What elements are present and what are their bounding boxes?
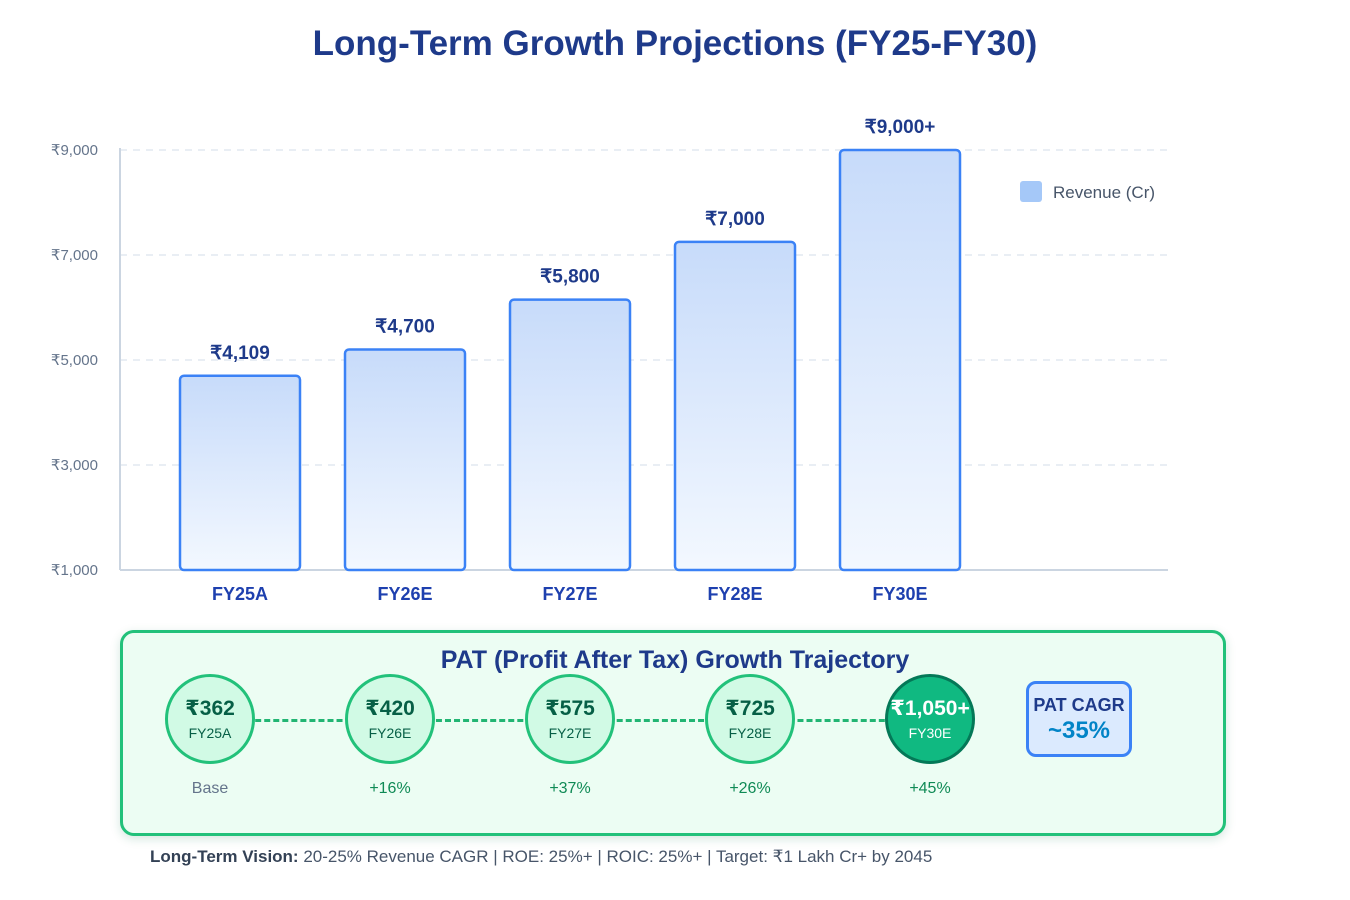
y-tick-label: ₹3,000 [51,457,98,474]
pat-growth-label: +26% [729,780,771,797]
pat-growth-label: +16% [369,780,411,797]
footnote-label: Long-Term Vision: [150,847,299,866]
y-tick-label: ₹1,000 [51,562,98,579]
pat-year: FY26E [368,724,412,741]
x-tick-label: FY27E [542,584,597,604]
pat-value: ₹575 [545,697,595,721]
pat-growth-label: +45% [909,780,951,797]
bars [178,148,962,572]
pat-title: PAT (Profit After Tax) Growth Trajectory [440,646,910,674]
pat-value: ₹725 [725,697,775,721]
bar-data-label: ₹7,000 [705,209,765,230]
pat-node-fy25a: ₹362 FY25A [165,674,255,764]
chart-title: Long-Term Growth Projections (FY25-FY30) [312,24,1038,63]
pat-cagr-value: ~35% [1047,717,1111,744]
pat-year: FY28E [728,724,772,741]
y-tick-label: ₹7,000 [51,247,98,264]
legend-swatch [1020,181,1042,202]
bar-fy28e [673,240,797,572]
pat-value: ₹420 [365,697,415,721]
pat-year: FY27E [548,724,592,741]
bar-fy30e [838,148,962,572]
pat-value: ₹362 [185,697,235,721]
revenue-bar-chart: ₹1,000 ₹3,000 ₹5,000 ₹7,000 ₹9,000 FY25A FY26E… [51,117,1168,604]
pat-node-fy30e: ₹1,050+ FY30E [885,674,975,764]
pat-year: FY25A [188,724,232,741]
x-tick-label: FY28E [707,584,762,604]
y-tick-label: ₹9,000 [51,142,98,159]
legend: Revenue (Cr) [1020,181,1155,202]
pat-growth-label: +37% [549,780,591,797]
x-tick-label: FY25A [212,584,268,604]
bar-fy27e [508,298,632,572]
pat-value: ₹1,050+ [890,697,970,721]
bar-data-label: ₹9,000+ [865,117,936,138]
bar-fy25a [178,374,302,572]
pat-node-fy28e: ₹725 FY28E [705,674,795,764]
x-tick-label: FY30E [872,584,927,604]
pat-year: FY30E [908,724,952,741]
long-term-vision-note: Long-Term Vision: 20-25% Revenue CAGR | … [150,847,932,867]
y-tick-label: ₹5,000 [51,352,98,369]
footnote-text: 20-25% Revenue CAGR | ROE: 25%+ | ROIC: … [298,847,933,866]
pat-node-fy26e: ₹420 FY26E [345,674,435,764]
data-labels: ₹4,109 ₹4,700 ₹5,800 ₹7,000 ₹9,000+ [210,117,935,364]
pat-cagr-label: PAT CAGR [1033,695,1125,715]
pat-growth-label: Base [191,780,229,797]
legend-label: Revenue (Cr) [1053,183,1155,202]
pat-node-fy27e: ₹575 FY27E [525,674,615,764]
bar-data-label: ₹5,800 [540,267,600,288]
bar-data-label: ₹4,700 [375,317,435,338]
pat-cagr-box: PAT CAGR ~35% [1026,681,1132,757]
bar-data-label: ₹4,109 [210,343,270,364]
x-tick-label: FY26E [377,584,432,604]
bar-fy26e [343,348,467,572]
